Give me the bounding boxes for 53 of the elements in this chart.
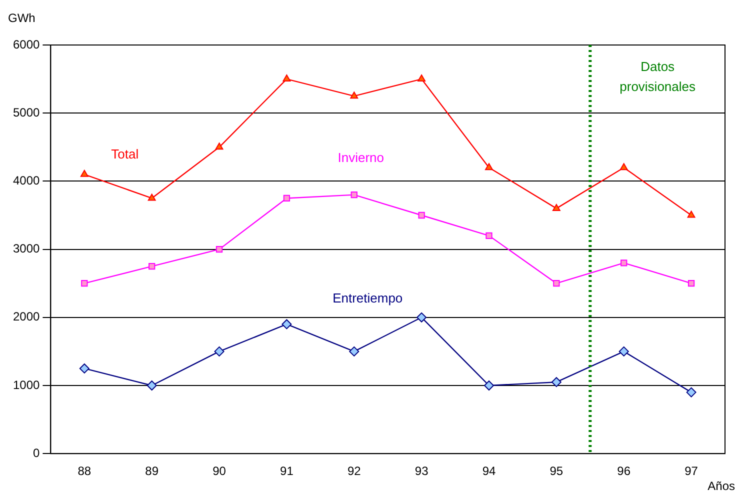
point: [688, 280, 695, 287]
x-tick-label: 97: [684, 464, 698, 478]
point: [686, 387, 696, 398]
x-tick-label: 88: [78, 464, 92, 478]
y-tick-label: 5000: [12, 105, 40, 120]
y-tick-label: 3000: [12, 242, 40, 256]
ref-line-label: Datos provisionales: [620, 59, 696, 94]
y-tick-label: 0: [33, 446, 40, 460]
x-tick-label: 89: [145, 464, 159, 478]
point: [416, 312, 427, 322]
point: [553, 280, 560, 287]
text: Invierno: [338, 150, 384, 165]
x-axis-title: Años: [708, 479, 735, 493]
x-tick-label: 96: [617, 464, 631, 478]
point: [146, 380, 157, 390]
point: [620, 163, 628, 170]
point: [283, 194, 290, 202]
point: [552, 204, 560, 211]
point: [418, 212, 425, 219]
x-tick-label: 92: [347, 464, 362, 478]
x-tick-label: 93: [414, 464, 429, 478]
x-tick-label: 94: [482, 464, 496, 478]
point: [148, 262, 156, 270]
point: [282, 319, 292, 330]
point: [486, 232, 492, 240]
point: [80, 170, 88, 177]
y-tick-label: 6000: [12, 37, 40, 52]
point: [350, 191, 358, 198]
point: [79, 363, 90, 374]
point: [349, 346, 360, 356]
y-tick-label: 1000: [12, 378, 40, 392]
point: [551, 377, 562, 388]
x-tick-label: 90: [212, 464, 226, 478]
point: [214, 346, 224, 356]
y-axis-title: GWh: [8, 11, 36, 25]
y-tick-label: 4000: [12, 174, 40, 188]
point: [687, 210, 696, 218]
series-label: Total: [111, 146, 139, 162]
point: [215, 142, 224, 150]
point: [216, 246, 223, 253]
point: [618, 346, 629, 356]
point: [485, 163, 493, 170]
x-tick-label: 91: [280, 464, 294, 478]
x-tick-label: 95: [550, 464, 564, 478]
series-label: Entretiempo: [332, 290, 403, 306]
point: [620, 260, 628, 266]
y-tick-label: 2000: [12, 310, 40, 324]
point: [148, 194, 156, 201]
point: [418, 74, 426, 82]
point: [282, 74, 291, 82]
point: [81, 280, 88, 287]
point: [350, 92, 358, 99]
point: [484, 380, 494, 390]
